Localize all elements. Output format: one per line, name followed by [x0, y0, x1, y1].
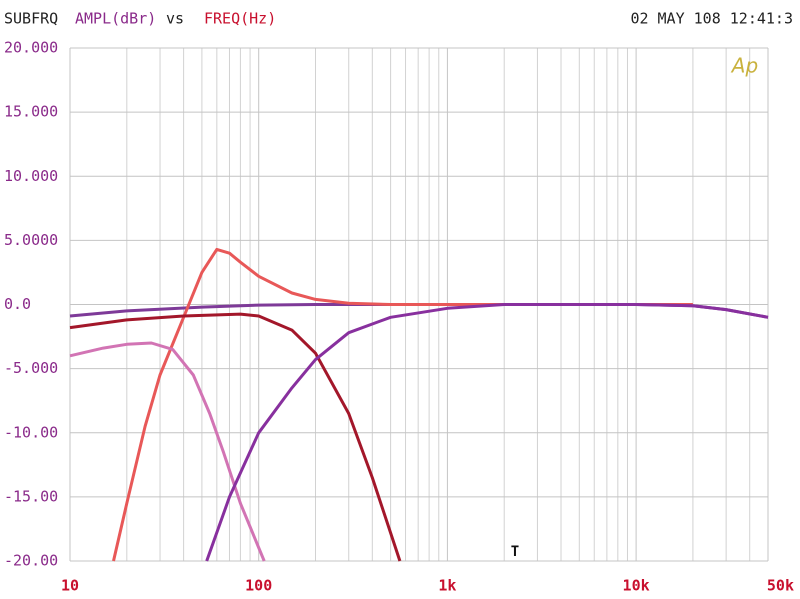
y-tick-label: 5.0000 [4, 231, 58, 249]
data-line [205, 303, 769, 562]
chart-title: SUBFRQ [4, 10, 58, 28]
y-tick-label: -5.000 [4, 359, 58, 377]
data-line [69, 312, 402, 562]
logo: Ap [730, 54, 758, 78]
marker-bg [507, 544, 523, 560]
y-tick-label: 20.000 [4, 39, 58, 57]
y-tick-label: 15.000 [4, 103, 58, 121]
data-line [112, 247, 693, 562]
y-axis-label: AMPL(dBr) [75, 10, 156, 28]
y-tick-label: -10.00 [4, 423, 58, 441]
timestamp: 02 MAY 108 12:41:3 [630, 10, 793, 28]
x-tick-label: 10 [61, 577, 79, 595]
data-line [69, 341, 266, 562]
separator: vs [166, 10, 184, 28]
x-tick-label: 1k [438, 577, 456, 595]
x-tick-label: 100 [245, 577, 272, 595]
y-tick-label: -20.00 [4, 552, 58, 570]
x-axis-label: FREQ(Hz) [204, 10, 276, 28]
marker: T [511, 544, 519, 560]
x-tick-label: 10k [623, 577, 650, 595]
x-tick-label: 50k [767, 577, 794, 595]
y-tick-label: 0.0 [4, 295, 31, 313]
y-tick-label: 10.000 [4, 167, 58, 185]
y-tick-label: -15.00 [4, 487, 58, 505]
